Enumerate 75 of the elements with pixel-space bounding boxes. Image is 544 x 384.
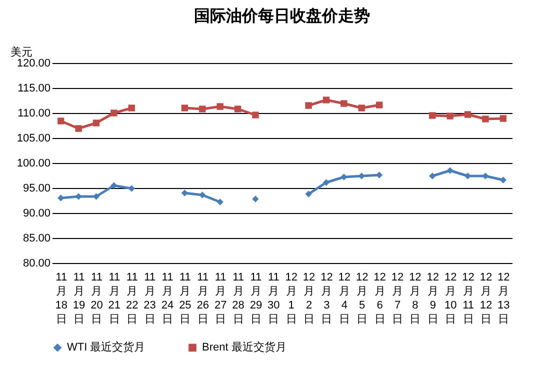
point	[181, 190, 188, 196]
point	[305, 102, 312, 109]
point	[128, 185, 135, 192]
point	[252, 112, 259, 118]
y-tick-label: 85.00	[22, 232, 50, 244]
y-tick-label: 95.00	[22, 182, 50, 194]
point	[322, 96, 330, 104]
point	[358, 104, 365, 112]
y-tick-label: 120.00	[16, 58, 50, 70]
chart-title: 国际油价每日收盘价走势	[194, 7, 370, 25]
y-tick-label: 110.00	[18, 108, 50, 120]
x-tick-label: 11月26日	[196, 272, 210, 326]
point	[482, 172, 489, 180]
x-tick-label: 12月13日	[498, 272, 510, 326]
x-tick-label: 12月2日	[302, 272, 316, 326]
x-tick-label: 12月11日	[462, 272, 474, 326]
point	[75, 125, 82, 132]
x-tick-label: 12月1日	[285, 272, 298, 326]
x-tick-label: 11月21日	[108, 272, 121, 326]
point	[482, 116, 489, 122]
point	[252, 196, 259, 202]
point	[57, 194, 64, 202]
point	[464, 111, 472, 118]
x-tick-label: 11月23日	[144, 272, 156, 326]
point	[234, 106, 242, 112]
x-tick-label: 11月30日	[268, 272, 280, 326]
x-tick-label: 11月19日	[72, 272, 86, 326]
point	[57, 118, 64, 124]
x-tick-label: 11月29日	[250, 272, 262, 326]
x-tick-label: 11月28日	[232, 272, 244, 326]
legend-label: Brent 最近交货月	[202, 340, 286, 354]
point	[216, 103, 224, 110]
point	[429, 172, 436, 180]
point	[216, 198, 224, 206]
point	[305, 190, 312, 198]
y-tick-label: 80.00	[22, 258, 50, 270]
x-tick-label: 11月25日	[179, 272, 192, 326]
point	[199, 192, 206, 198]
x-tick-label: 11月20日	[90, 272, 103, 326]
point	[322, 179, 330, 186]
x-tick-label: 12月8日	[409, 272, 422, 326]
y-tick-label: 90.00	[22, 208, 50, 220]
x-tick-label: 11月18日	[55, 272, 68, 326]
point	[500, 176, 507, 184]
point	[340, 174, 348, 180]
point	[429, 112, 436, 119]
y-tick-label: 115.00	[18, 82, 50, 94]
point	[358, 172, 365, 180]
x-tick-label: 12月5日	[356, 272, 368, 326]
point	[446, 167, 454, 174]
y-tick-label: 105.00	[16, 132, 50, 144]
y-axis-title: 美元	[10, 46, 32, 58]
point	[110, 110, 118, 116]
point	[128, 104, 135, 112]
x-tick-label: 12月10日	[444, 272, 457, 326]
x-tick-label: 12月3日	[320, 272, 333, 326]
point	[75, 193, 82, 200]
x-tick-label: 11月22日	[126, 272, 138, 326]
point	[376, 102, 383, 108]
point	[446, 112, 454, 120]
point	[92, 120, 100, 126]
legend-label: WTI 最近交货月	[67, 340, 146, 354]
x-tick-label: 12月12日	[480, 272, 492, 326]
x-tick-label: 12月6日	[374, 272, 386, 326]
x-tick-label: 12月4日	[338, 272, 351, 326]
y-tick-label: 100.00	[16, 158, 50, 170]
x-tick-label: 11月24日	[161, 272, 174, 326]
x-tick-label: 12月7日	[391, 272, 404, 326]
point	[340, 100, 348, 107]
x-tick-label: 12月9日	[426, 272, 440, 326]
point	[181, 104, 188, 112]
x-tick-label: 11月27日	[214, 272, 227, 326]
point	[110, 182, 118, 189]
point	[500, 115, 507, 122]
point	[199, 106, 206, 112]
